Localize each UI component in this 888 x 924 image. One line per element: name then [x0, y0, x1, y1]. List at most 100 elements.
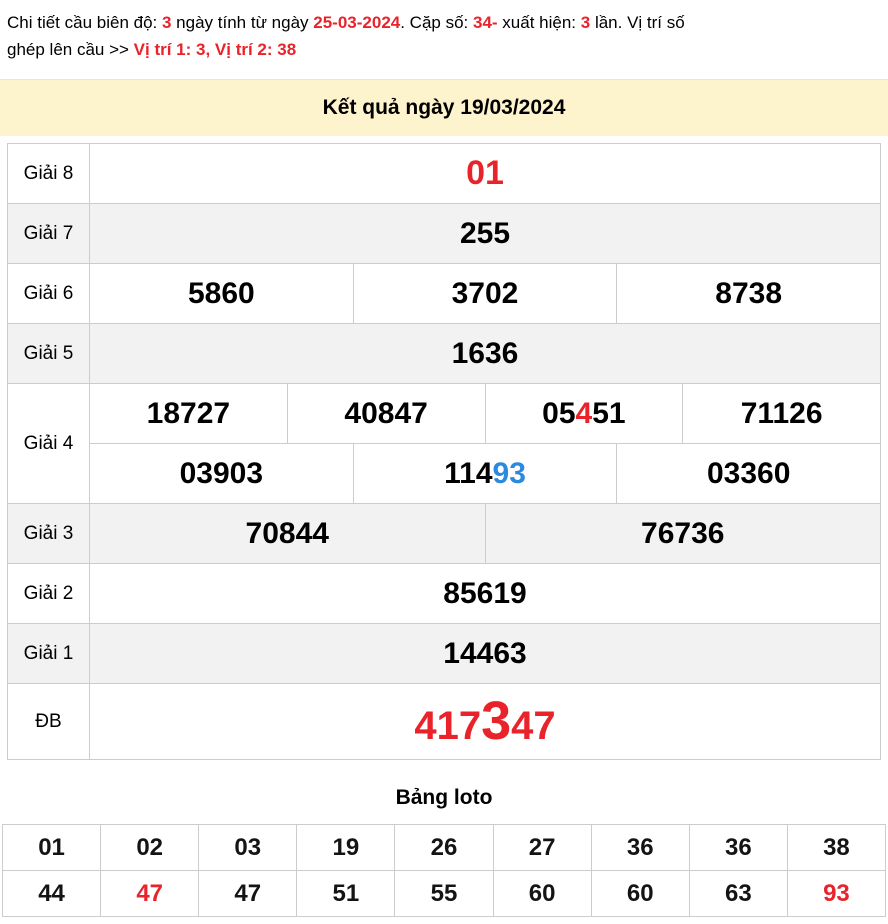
loto-row: 01 02 03 19 26 27 36 36 38: [3, 825, 885, 870]
prize-value-cell: 76736: [484, 504, 881, 563]
prize-label: Giải 1: [8, 624, 90, 683]
header-note: Chi tiết cầu biên độ: 3 ngày tính từ ngà…: [0, 0, 888, 73]
prize-row: Giải 5 1636: [8, 324, 880, 384]
loto-cell: 47: [100, 871, 198, 916]
prize-row: Giải 7 255: [8, 204, 880, 264]
loto-cell: 01: [38, 833, 65, 861]
value-segment: 03360: [706, 457, 791, 490]
prize-values: 255: [90, 204, 880, 263]
value-segment: 01: [466, 154, 504, 192]
result-date-header: Kết quả ngày 19/03/2024: [0, 80, 888, 136]
prize-line: 5860 3702 8738: [90, 264, 880, 323]
value-segment: 5860: [187, 277, 255, 310]
prize-label: Giải 4: [8, 384, 90, 503]
prize-values: 5860 3702 8738: [90, 264, 880, 323]
value-segment: 8738: [715, 277, 783, 310]
prize-row: Giải 8 01: [8, 144, 880, 204]
loto-cell: 44: [38, 879, 65, 907]
prize-label: Giải 8: [8, 144, 90, 203]
value-segment: 3: [481, 691, 512, 751]
loto-cell: 93: [786, 871, 885, 916]
value-segment: 93: [492, 457, 526, 490]
loto-cell: 63: [688, 871, 787, 916]
prize-values: 1636: [90, 324, 880, 383]
loto-cell: 02: [100, 825, 198, 870]
loto-cell: 36: [590, 825, 689, 870]
prize-value-cell: 8738: [616, 264, 880, 323]
note-segment: 3: [161, 13, 172, 32]
prize-line: 1636: [90, 324, 880, 383]
prize-values: 18727 40847 05 4 51 71126 03903 114 93 03360: [90, 384, 880, 503]
prize-label: Giải 3: [8, 504, 90, 563]
prize-value-cell: 71126: [682, 384, 880, 443]
value-segment: 1636: [451, 337, 519, 370]
loto-table: 01 02 03 19 26 27 36 36 38 44 47 47 51 55 60 60 63 93: [2, 824, 886, 917]
prize-value-cell: 1636: [90, 324, 880, 383]
note-segment: ghép lên cầu >>: [7, 40, 134, 59]
loto-cell: 36: [688, 825, 787, 870]
divider: [0, 79, 888, 80]
loto-cell: 51: [296, 871, 394, 916]
loto-cell: 27: [492, 825, 591, 870]
value-segment: 47: [511, 704, 556, 748]
prize-value-cell: 03360: [616, 444, 880, 503]
value-segment: 71126: [740, 397, 823, 430]
note-segment: 34-: [473, 13, 498, 32]
prize-value-cell: 5860: [90, 264, 353, 323]
note-segment: Chi tiết cầu biên độ:: [7, 13, 162, 32]
note-segment: 25-03-2024: [313, 13, 401, 32]
note-segment: ngày tính từ ngày: [171, 13, 314, 32]
prize-line: 417 3 47: [90, 684, 880, 759]
value-segment: 114: [444, 457, 493, 490]
prize-values: 417 3 47: [90, 684, 880, 759]
prize-values: 01: [90, 144, 880, 203]
value-segment: 40847: [344, 397, 428, 430]
prize-line: 18727 40847 05 4 51 71126: [90, 384, 880, 443]
prize-line: 85619: [90, 564, 880, 623]
results-table: Giải 8 01 Giải 7 255 Giải 6 5860 3702 8738 Giải …: [7, 143, 881, 760]
value-segment: 85619: [443, 577, 527, 610]
value-segment: 51: [592, 397, 626, 430]
result-date-title: Kết quả ngày 19/03/2024: [322, 96, 566, 119]
prize-line: 14463: [90, 624, 880, 683]
prize-label: Giải 5: [8, 324, 90, 383]
loto-cell: 38: [786, 825, 885, 870]
prize-value-cell: 417 3 47: [90, 684, 880, 759]
prize-row: Giải 1 14463: [8, 624, 880, 684]
note-segment: Vị trí 1: 3, Vị trí 2: 38: [133, 40, 297, 59]
value-segment: 3702: [451, 277, 519, 310]
value-segment: 18727: [146, 397, 231, 430]
value-segment: 70844: [245, 517, 329, 550]
prize-value-cell: 40847: [286, 384, 485, 443]
note-line: ghép lên cầu >> Vị trí 1: 3, Vị trí 2: 3…: [7, 36, 880, 63]
loto-cell: 03: [198, 825, 296, 870]
prize-row: Giải 3 70844 76736: [8, 504, 880, 564]
prize-row: Giải 4 18727 40847 05 4 51 71126 03903 114 93 0336…: [8, 384, 880, 504]
note-segment: xuất hiện:: [497, 13, 581, 32]
loto-cell: 60: [492, 871, 591, 916]
loto-cell: 60: [590, 871, 689, 916]
value-segment: 03903: [179, 457, 264, 490]
prize-values: 14463: [90, 624, 880, 683]
loto-row: 44 47 47 51 55 60 60 63 93: [3, 870, 885, 916]
prize-line: 01: [90, 144, 880, 203]
prize-value-cell: 18727: [90, 384, 287, 443]
value-segment: 255: [459, 217, 511, 250]
value-segment: 05: [542, 397, 576, 430]
prize-value-cell: 05 4 51: [484, 384, 683, 443]
prize-label: Giải 2: [8, 564, 90, 623]
prize-values: 85619: [90, 564, 880, 623]
note-line: Chi tiết cầu biên độ: 3 ngày tính từ ngà…: [7, 9, 880, 36]
value-segment: 4: [575, 397, 593, 430]
prize-value-cell: 14463: [90, 624, 880, 683]
prize-label: ĐB: [8, 684, 90, 759]
value-segment: 417: [414, 704, 482, 748]
value-segment: 76736: [641, 517, 725, 550]
prize-row: Giải 6 5860 3702 8738: [8, 264, 880, 324]
prize-line: 70844 76736: [90, 504, 880, 563]
prize-label: Giải 7: [8, 204, 90, 263]
loto-cell: 26: [394, 825, 492, 870]
prize-value-cell: 70844: [90, 504, 485, 563]
note-segment: . Cặp số:: [400, 13, 473, 32]
prize-line: 255: [90, 204, 880, 263]
